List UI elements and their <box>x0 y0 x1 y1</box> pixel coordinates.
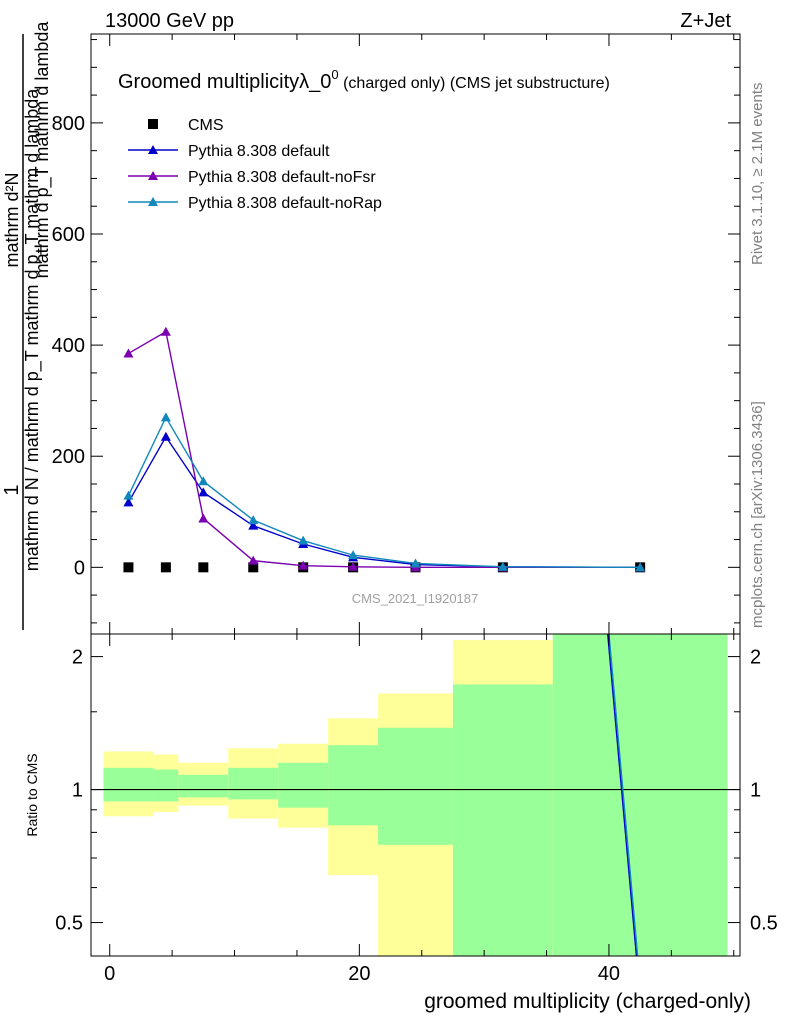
ratio-axes: 0.5 0.51 12 20 20 40 <box>55 634 778 985</box>
main-series <box>123 326 646 573</box>
series-point <box>348 561 359 571</box>
band-inner <box>552 634 728 956</box>
ratio-ylabel: Ratio to CMS <box>24 753 40 836</box>
legend-marker <box>148 145 158 154</box>
band-inner <box>153 769 179 802</box>
x-tick-label: 0 <box>104 963 115 985</box>
ratio-bands <box>91 634 740 956</box>
legend-label: CMS <box>188 117 224 134</box>
ratio-y-tick-label: 0.5 <box>55 913 83 935</box>
ratio-panel: 0.5 0.51 12 20 20 40 Ratio to CMS groomed mul… <box>24 633 778 1013</box>
y-tick-label: 800 <box>52 113 85 135</box>
cms-point <box>160 562 171 573</box>
ratio-y-tick-label: 2 <box>72 647 83 669</box>
series-point <box>198 476 209 486</box>
series-point <box>160 431 171 441</box>
series-noFsr <box>123 326 646 572</box>
band-inner <box>452 684 553 956</box>
series-noRap <box>123 412 646 572</box>
main-panel: CMS_2021_I1920187 Groomed multiplicityλ_… <box>52 33 741 635</box>
rivet-label: Rivet 3.1.10, ≥ 2.1M events <box>749 83 766 266</box>
x-tick-label: 20 <box>348 963 370 985</box>
legend-label: Pythia 8.308 default-noRap <box>188 195 382 212</box>
cms-point <box>248 562 259 573</box>
ratio-y-tick-label-right: 0.5 <box>750 913 778 935</box>
series-point <box>123 490 134 500</box>
ylabel-main: mathrm d N / mathrm d p_T mathrm d p_T m… <box>22 88 43 571</box>
series-point <box>635 562 646 572</box>
series-point <box>410 558 421 568</box>
series-point <box>198 513 209 523</box>
ratio-y-tick-label-right: 2 <box>750 647 761 669</box>
mcplots-label: mcplots.cern.ch [arXiv:1306.3436] <box>749 401 766 628</box>
band-inner <box>103 767 154 802</box>
ratio-lines <box>607 633 639 957</box>
ratio-y-tick-label: 1 <box>72 780 83 802</box>
series-point <box>497 561 508 571</box>
band-inner <box>278 762 329 808</box>
ratio-line-default <box>607 633 638 957</box>
series-point <box>160 326 171 336</box>
series-point <box>298 535 309 545</box>
main-ylabel: 1 mathrm d N / mathrm d p_T mathrm d p_T… <box>1 21 53 630</box>
series-point <box>248 555 259 565</box>
series-point <box>298 560 309 570</box>
legend-label: Pythia 8.308 default <box>188 143 330 160</box>
series-point <box>198 487 209 497</box>
ratio-y-tick-label-right: 1 <box>750 780 761 802</box>
series-point <box>123 348 134 358</box>
x-tick-label: 40 <box>598 963 620 985</box>
series-line <box>127 435 641 569</box>
band-inner <box>328 745 379 826</box>
ratio-frame <box>90 633 741 957</box>
header-energy: 13000 GeV pp <box>105 10 234 32</box>
legend: CMS Pythia 8.308 default Pythia 8.308 defa… <box>128 117 382 212</box>
cms-point <box>123 562 134 573</box>
watermark: CMS_2021_I1920187 <box>352 591 479 606</box>
main-title: Groomed multiplicityλ_00 (charged only) … <box>118 67 610 93</box>
main-axes: 0 200 400 600 800 <box>52 34 740 634</box>
series-point <box>123 497 134 507</box>
legend-marker-cms <box>148 119 158 129</box>
y-tick-label: 0 <box>74 557 85 579</box>
legend-marker <box>148 171 158 180</box>
main-title-text: Groomed multiplicityλ_0 <box>118 71 331 93</box>
ylabel-den: mathrm d p_T mathrm d lambda <box>32 21 53 279</box>
main-title-sup: 0 <box>331 67 338 82</box>
series-line <box>128 330 641 569</box>
x-axis-label: groomed multiplicity (charged-only) <box>424 990 751 1013</box>
cms-point <box>198 562 209 573</box>
band-inner <box>228 767 279 800</box>
header-process: Z+Jet <box>680 10 731 32</box>
legend-label: Pythia 8.308 default-noFsr <box>188 169 376 186</box>
band-inner <box>178 774 229 798</box>
band-inner <box>378 727 453 845</box>
ylabel-num: mathrm d²N <box>2 172 22 267</box>
y-tick-label: 200 <box>52 446 85 468</box>
series-point <box>160 412 171 422</box>
ratio-line-noRap <box>608 633 639 957</box>
main-title-suffix: (charged only) (CMS jet substructure) <box>339 75 610 92</box>
legend-marker <box>148 197 158 206</box>
y-tick-label: 400 <box>52 335 85 357</box>
series-default <box>123 431 646 572</box>
y-tick-label: 600 <box>52 224 85 246</box>
series-point <box>248 515 259 525</box>
series-point <box>348 550 359 560</box>
series-point <box>248 520 259 530</box>
ylabel-frac-one: 1 <box>1 484 23 495</box>
